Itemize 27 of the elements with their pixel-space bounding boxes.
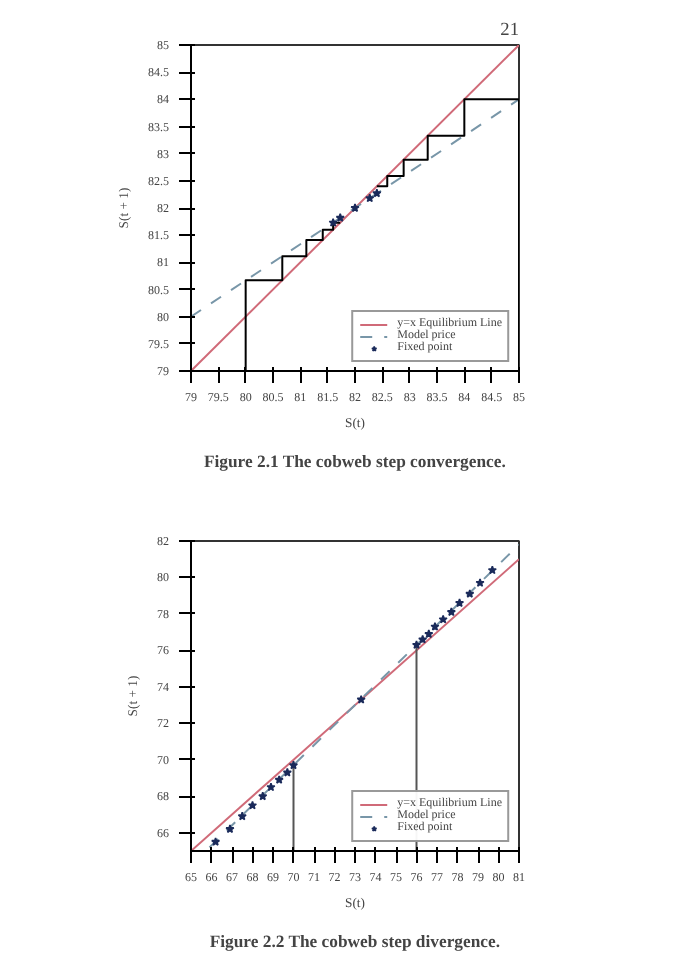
point	[465, 589, 475, 598]
caption: Figure 2.2 The cobweb step divergence.	[209, 931, 500, 951]
point	[350, 203, 360, 213]
point	[372, 188, 382, 198]
point	[487, 565, 497, 575]
point	[288, 760, 299, 770]
point	[211, 837, 221, 846]
point	[418, 634, 428, 644]
point	[424, 629, 434, 639]
point	[365, 193, 375, 203]
point	[237, 811, 247, 821]
point	[328, 217, 338, 227]
caption: Figure 2.1 The cobweb step convergence.	[203, 451, 506, 471]
point	[335, 212, 345, 222]
point	[454, 598, 465, 608]
point	[411, 640, 422, 649]
point	[438, 614, 448, 624]
point	[247, 800, 258, 810]
point	[225, 824, 235, 834]
point	[258, 791, 268, 801]
point	[266, 782, 276, 792]
text: 21	[500, 21, 520, 41]
point	[356, 694, 366, 704]
point	[430, 621, 440, 631]
point	[446, 607, 456, 617]
point	[274, 775, 284, 784]
point	[475, 578, 485, 587]
